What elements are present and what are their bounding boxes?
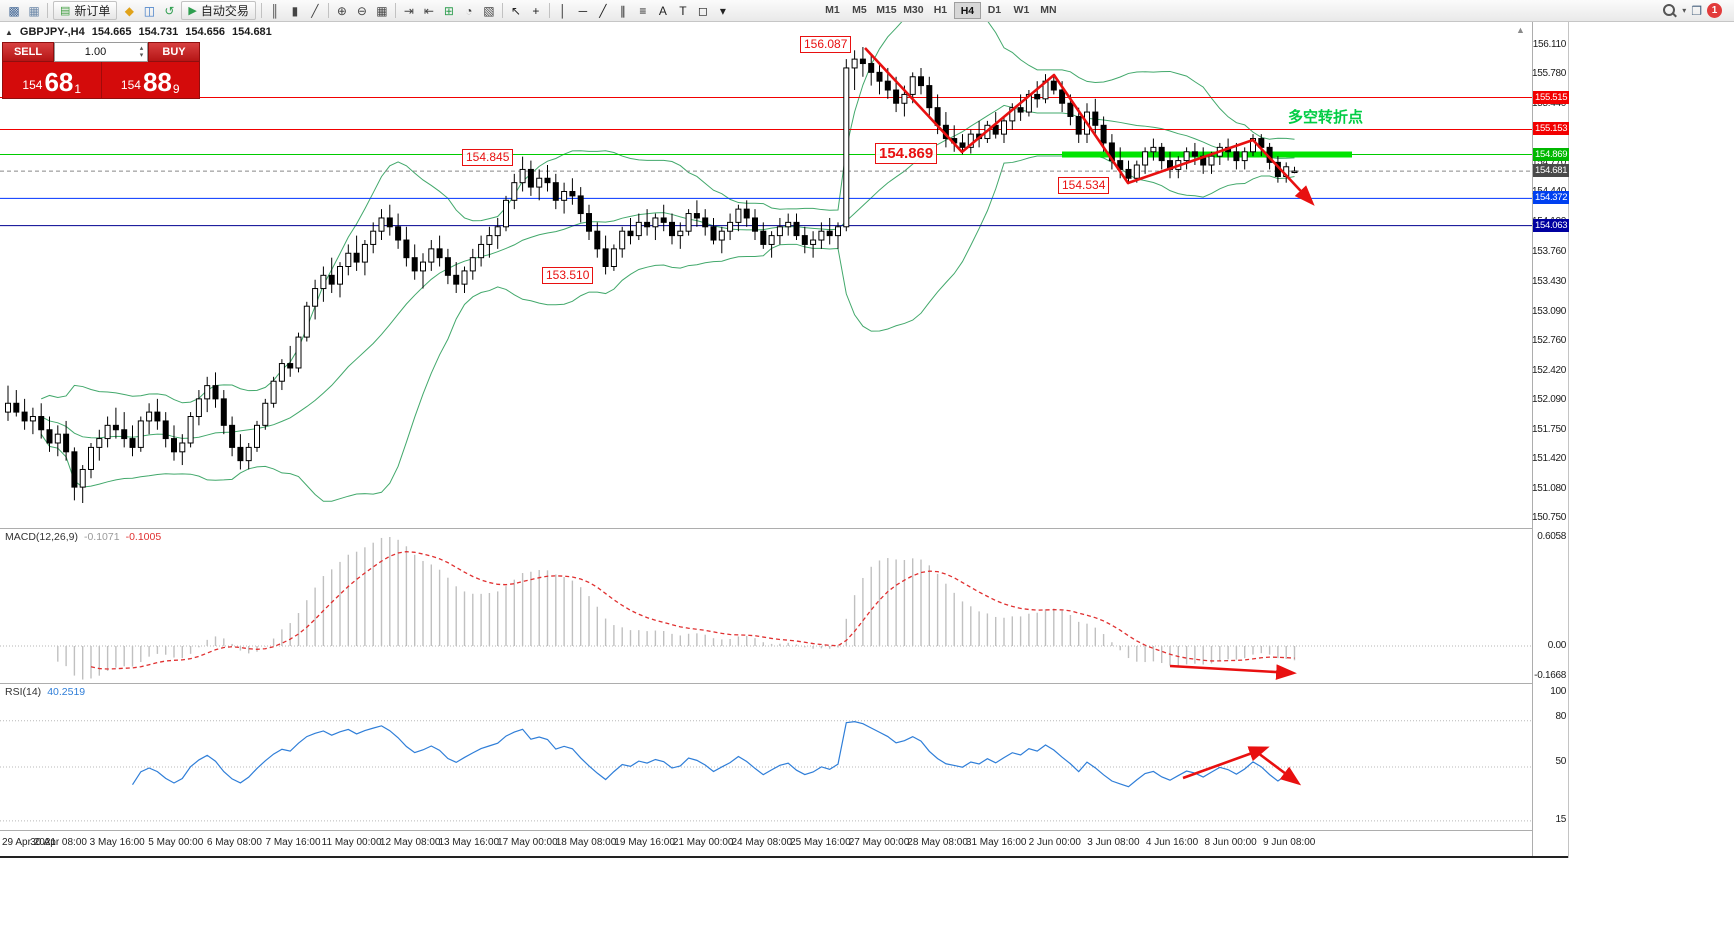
shapes-icon[interactable]: ◻: [697, 3, 708, 18]
timeframe-mn[interactable]: MN: [1040, 4, 1057, 16]
timeframe-group: M1 M5 M15 M30 H1 H4 D1 W1 MN: [819, 2, 1062, 19]
algo-refresh-icon[interactable]: ↺: [164, 3, 175, 18]
zoom-in-icon[interactable]: ⊕: [336, 3, 347, 18]
autotrading-button[interactable]: ▶ 自动交易: [181, 1, 256, 20]
timeframe-m1[interactable]: M1: [825, 4, 840, 16]
new-order-button-label: 新订单: [74, 4, 111, 18]
mql-community-icon[interactable]: ◆: [124, 3, 135, 18]
indicators-icon[interactable]: ⊞: [443, 3, 454, 18]
label-icon[interactable]: T: [679, 3, 687, 18]
volume-up-icon[interactable]: ▴: [139, 45, 144, 52]
price-callout[interactable]: 154.845: [462, 149, 514, 166]
chart-area[interactable]: [0, 22, 1569, 858]
fibonacci-icon[interactable]: ≡: [639, 3, 647, 18]
notification-badge[interactable]: 1: [1707, 3, 1722, 18]
chart-profiles-icon[interactable]: ▦: [28, 3, 40, 18]
chart-shift-icon[interactable]: ⇤: [423, 3, 434, 18]
bid-price[interactable]: 154 68 1: [3, 62, 102, 98]
templates-icon[interactable]: ▧: [483, 3, 495, 18]
autotrading-button-label: 自动交易: [200, 4, 249, 18]
toolbar-separator: [47, 3, 48, 18]
toolbar-separator: [501, 3, 503, 18]
ask-big-digits: 88: [142, 67, 172, 97]
ask-sup-digit: 9: [172, 82, 180, 96]
text-icon[interactable]: A: [658, 3, 667, 18]
shapes-dropdown-icon[interactable]: ▾: [719, 3, 726, 18]
ask-price[interactable]: 154 88 9: [102, 62, 200, 98]
auto-scroll-icon[interactable]: ⇥: [403, 3, 414, 18]
cursor-icon[interactable]: ↖: [510, 3, 521, 18]
search-dropdown-icon[interactable]: ▾: [1682, 6, 1687, 15]
timeframe-m15[interactable]: M15: [876, 4, 897, 16]
bid-sup-digit: 1: [74, 82, 82, 96]
tile-windows-icon[interactable]: ▦: [376, 3, 388, 18]
bid-prefix: 154: [22, 78, 43, 92]
crosshair-icon[interactable]: +: [532, 3, 540, 18]
bid-big-digits: 68: [44, 67, 74, 97]
price-callout[interactable]: 154.869: [875, 143, 938, 164]
new-order-button-icon: ▤: [60, 5, 71, 17]
channel-icon[interactable]: ∥: [619, 3, 626, 18]
volume-spinner[interactable]: ▴ ▾: [136, 45, 147, 59]
turning-point-annotation[interactable]: 多空转折点: [1288, 109, 1364, 126]
volume-value[interactable]: 1.00: [84, 46, 107, 58]
trendline-icon[interactable]: ╱: [599, 3, 607, 18]
sell-button[interactable]: SELL: [2, 42, 54, 62]
toolbar-items: ▩ ▦ ▤ 新订单 ◆ ◫ ↺ ▶ 自动交易 ║ ▮ ╱ ⊕ ⊖ ▦ ⇥ ⇤ ⊞ ◔ ▧ ↖ + │ ─ ╱ ∥ ≡ A T ◻ ▾: [4, 1, 733, 20]
timeframe-h1[interactable]: H1: [933, 4, 948, 16]
toolbar-separator: [548, 3, 550, 18]
timeframe-m30[interactable]: M30: [903, 4, 924, 16]
timeframe-h4[interactable]: H4: [953, 2, 981, 19]
candles-chart-type-icon[interactable]: ▮: [291, 3, 299, 18]
toolbar-right: ▾ ❐ 1: [1662, 3, 1722, 18]
horizontal-line-icon[interactable]: ─: [578, 3, 588, 18]
windows-icon[interactable]: ❐: [1691, 3, 1702, 18]
price-callout[interactable]: 156.087: [800, 36, 852, 53]
buy-button[interactable]: BUY: [148, 42, 200, 62]
autotrading-button-icon: ▶: [188, 5, 197, 17]
symbol-search-icon[interactable]: [1662, 3, 1677, 18]
one-click-trading-panel: SELL 1.00 ▴ ▾ BUY 154 68 1 154: [2, 42, 200, 99]
new-order-button[interactable]: ▤ 新订单: [53, 1, 118, 20]
volume-down-icon[interactable]: ▾: [139, 52, 144, 59]
market-depth-icon[interactable]: ◫: [143, 3, 156, 18]
zoom-out-icon[interactable]: ⊖: [356, 3, 367, 18]
price-callout[interactable]: 154.534: [1058, 177, 1110, 194]
ask-prefix: 154: [120, 78, 141, 92]
timeframe-d1[interactable]: D1: [987, 4, 1002, 16]
toolbar-separator: [327, 3, 329, 18]
toolbar-separator: [394, 3, 396, 18]
bars-chart-type-icon[interactable]: ║: [270, 3, 280, 18]
timeframe-m5[interactable]: M5: [852, 4, 867, 16]
chart-scroll-arrow-icon[interactable]: ▲: [1516, 25, 1525, 35]
toolbar: ▩ ▦ ▤ 新订单 ◆ ◫ ↺ ▶ 自动交易 ║ ▮ ╱ ⊕ ⊖ ▦ ⇥ ⇤ ⊞ ◔ ▧ ↖ + │ ─ ╱ ∥ ≡ A T ◻ ▾ M1 M…: [0, 0, 1734, 22]
new-chart-icon[interactable]: ▩: [8, 3, 20, 18]
timeframe-w1[interactable]: W1: [1013, 4, 1030, 16]
volume-input[interactable]: 1.00 ▴ ▾: [54, 42, 148, 62]
toolbar-separator: [260, 3, 262, 18]
price-callout[interactable]: 153.510: [542, 267, 594, 284]
line-chart-type-icon[interactable]: ╱: [311, 3, 319, 18]
vertical-line-icon[interactable]: │: [559, 3, 567, 18]
periods-icon[interactable]: ◔: [465, 3, 473, 18]
